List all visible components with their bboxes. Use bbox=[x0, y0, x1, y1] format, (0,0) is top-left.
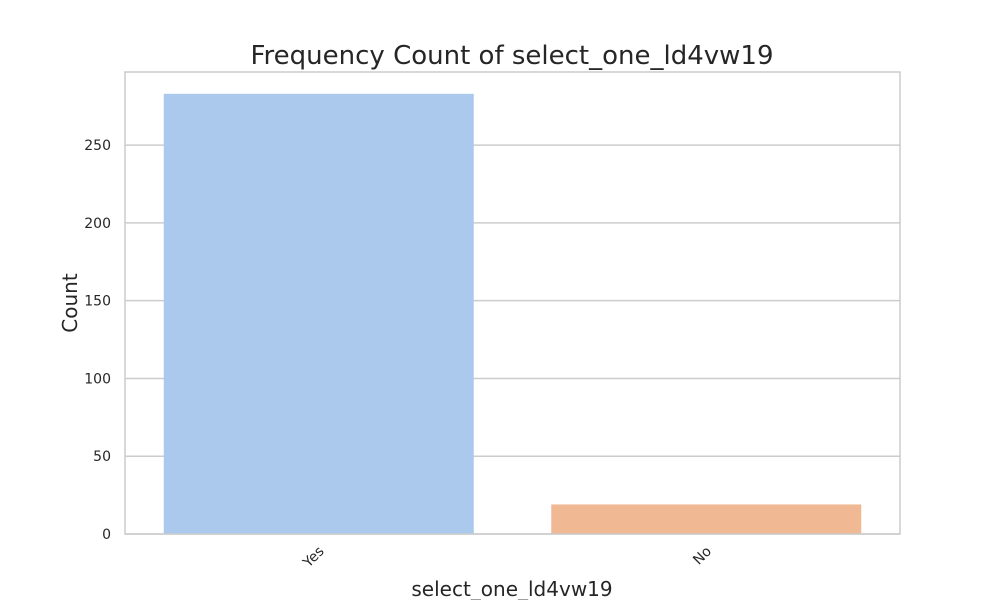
plot-frame bbox=[124, 71, 901, 535]
y-tick-label: 200 bbox=[84, 216, 111, 232]
y-tick-label: 150 bbox=[84, 294, 111, 310]
x-tick-label: No bbox=[690, 544, 715, 569]
bar-no bbox=[551, 504, 862, 534]
x-tick-label: Yes bbox=[300, 544, 328, 572]
y-tick-label: 0 bbox=[102, 527, 111, 543]
y-tick-label: 100 bbox=[84, 371, 111, 387]
y-ticks: 0 50 100 150 200 250 bbox=[84, 138, 111, 543]
chart-title: Frequency Count of select_one_ld4vw19 bbox=[250, 41, 773, 71]
y-tick-label: 250 bbox=[84, 138, 111, 154]
y-axis-label: Count bbox=[58, 273, 82, 333]
bar-yes bbox=[163, 93, 474, 535]
bars bbox=[163, 93, 862, 535]
x-axis-label: select_one_ld4vw19 bbox=[411, 577, 612, 600]
y-tick-label: 50 bbox=[93, 449, 111, 465]
x-ticks: Yes No bbox=[300, 544, 716, 572]
